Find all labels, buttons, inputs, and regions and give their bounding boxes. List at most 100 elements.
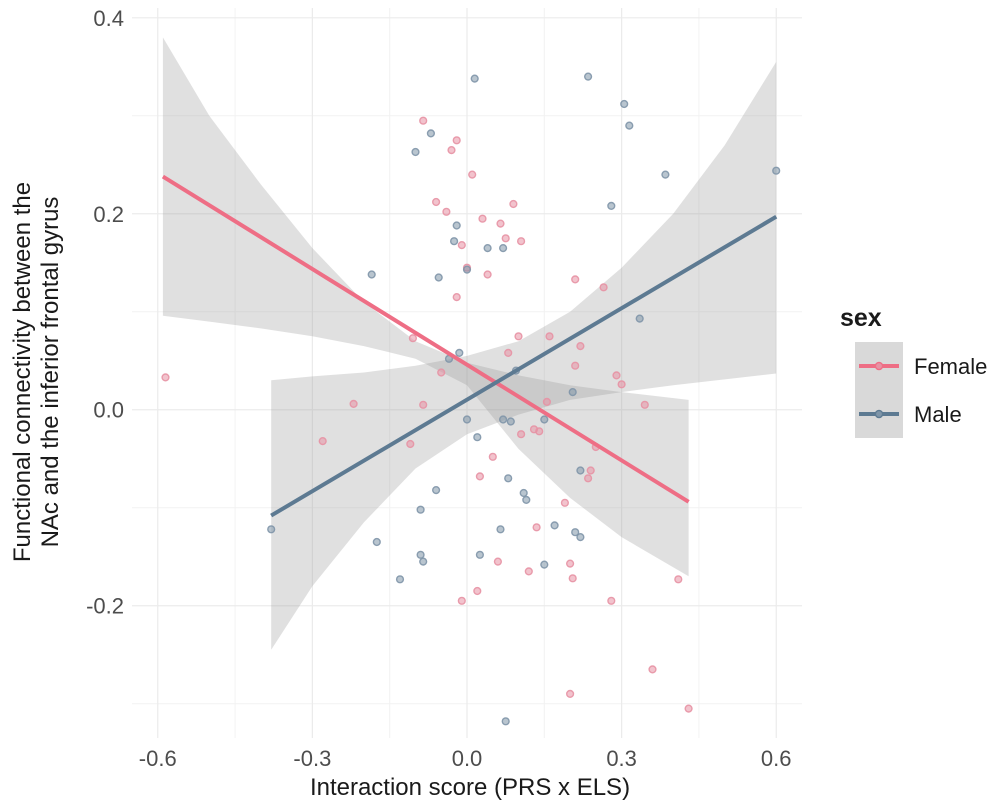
male-point-36 [576,532,585,542]
male-point-15 [462,265,472,274]
male-point-16 [462,415,472,424]
male-point-13 [452,221,461,230]
male-point-14 [455,348,464,358]
male-point-12 [450,237,459,246]
y-tick-label-1: 0.0 [93,398,124,423]
x-axis-title: Interaction score (PRS x ELS) [310,774,630,801]
male-point-30 [540,415,549,424]
legend-key-female: Female [855,342,987,390]
legend-keys: Female Male [855,342,987,438]
legend-key-point-male [874,409,884,419]
male-point-3 [395,575,405,584]
legend: sex Female Male [840,304,987,438]
female-point-52 [674,575,683,584]
y-tick-label-2: 0.2 [93,202,124,227]
y-axis-title-line-2: NAc and the inferior frontal gyrus [37,197,64,548]
male-point-40 [625,121,634,130]
female-point-8 [437,368,446,377]
female-point-32 [532,523,541,532]
female-point-43 [583,474,593,483]
male-point-6 [416,550,425,559]
female-point-12 [452,293,461,302]
x-tick-label-1: -0.3 [293,746,331,771]
female-point-22 [493,557,503,566]
x-tick-label-3: 0.3 [606,746,637,771]
male-point-26 [506,417,515,426]
female-point-44 [586,466,595,475]
female-point-27 [514,332,523,341]
legend-title: sex [840,304,882,332]
male-point-38 [607,201,616,211]
regression-lines [161,174,778,518]
grid-lines [132,8,802,738]
male-point-33 [568,388,577,397]
female-point-4 [408,334,418,343]
male-point-4 [411,147,420,157]
male-point-22 [499,244,508,253]
female-point-33 [535,427,544,436]
legend-label-female: Female [914,354,987,379]
female-point-14 [457,596,466,605]
y-tick-label-3: 0.4 [93,6,124,31]
male-point-42 [661,170,670,179]
male-point-41 [635,314,644,323]
female-point-1 [318,437,327,446]
female-point-40 [571,275,580,284]
female-point-46 [599,283,608,292]
male-point-0 [267,525,276,534]
female-point-23 [496,219,505,228]
male-point-28 [519,488,528,498]
female-point-18 [475,472,485,481]
y-axis-title: Functional connectivity between the NAc … [9,182,64,562]
female-point-34 [542,397,552,407]
x-tick-label-4: 0.6 [761,746,792,771]
male-point-37 [583,72,593,81]
male-point-35 [576,466,585,475]
male-point-43 [772,166,781,175]
male-point-39 [620,99,629,109]
female-point-36 [560,498,570,507]
data-points [161,72,781,726]
female-point-24 [501,234,510,243]
confidence-bands [162,37,777,650]
female-point-30 [524,567,533,576]
female-point-38 [565,559,575,568]
female-point-37 [565,689,575,699]
female-point-2 [349,399,358,409]
female-point-5 [419,400,428,409]
male-point-5 [416,505,425,514]
male-point-34 [571,528,580,537]
female-point-49 [617,380,626,389]
y-tick-label-0: -0.2 [86,594,124,619]
male-point-23 [499,415,508,424]
legend-label-male: Male [914,402,962,427]
female-point-47 [607,596,616,605]
male-point-2 [372,537,381,547]
female-point-6 [419,116,428,125]
female-point-19 [478,214,487,223]
male-point-25 [504,474,513,483]
male-point-32 [550,521,559,530]
female-point-53 [684,704,693,713]
legend-key-point-female [874,361,884,371]
male-point-8 [426,129,436,138]
female-point-39 [568,574,577,583]
male-confidence-band [271,61,777,650]
female-point-48 [612,371,621,380]
y-axis-ticks: -0.2 0.0 0.2 0.4 [86,6,124,619]
female-point-10 [447,146,456,155]
male-point-21 [496,525,505,534]
female-point-7 [432,197,441,207]
x-axis-ticks: -0.6 -0.3 0.0 0.3 0.6 [139,746,792,771]
female-confidence-band [162,37,689,577]
female-point-28 [516,237,526,246]
male-point-10 [434,273,443,282]
female-point-25 [504,348,513,358]
female-point-41 [571,361,580,370]
female-point-51 [648,665,657,674]
female-point-0 [161,373,170,382]
x-tick-label-2: 0.0 [452,746,483,771]
female-point-11 [452,136,461,145]
female-point-9 [442,207,451,216]
